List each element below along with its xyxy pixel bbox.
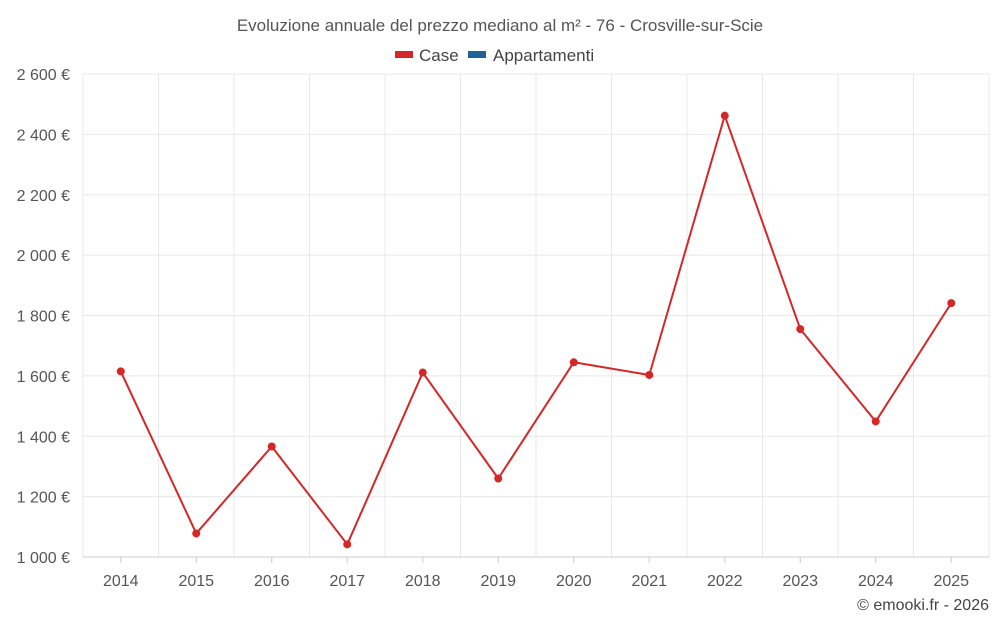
x-tick-label: 2022 [707, 573, 743, 590]
y-tick-label: 1 600 € [17, 369, 70, 386]
x-tick-label: 2014 [103, 573, 139, 590]
y-tick-label: 2 200 € [17, 188, 70, 205]
y-tick-label: 1 800 € [17, 309, 70, 326]
y-tick-label: 1 200 € [17, 490, 70, 507]
legend-item-appartamenti[interactable]: Appartamenti [468, 46, 594, 65]
chart-title: Evoluzione annuale del prezzo mediano al… [237, 16, 763, 35]
y-tick-label: 2 600 € [17, 67, 70, 84]
x-tick-label: 2017 [329, 573, 365, 590]
y-axis: 1 000 € 1 200 € 1 400 € 1 600 € 1 800 € 2 000… [17, 67, 70, 567]
legend-swatch-appartamenti [468, 51, 486, 58]
x-tick-label: 2025 [933, 573, 969, 590]
data-point[interactable] [418, 368, 427, 377]
data-point[interactable] [192, 529, 201, 538]
y-tick-label: 2 000 € [17, 248, 70, 265]
x-tick-label: 2023 [782, 573, 818, 590]
x-axis: 2014 2015 2016 2017 2018 2019 2020 2021 2022 2023… [83, 556, 989, 590]
x-tick-label: 2015 [178, 573, 214, 590]
legend: Case Appartamenti [395, 46, 594, 65]
credit-text: © emooki.fr - 2026 [857, 597, 989, 614]
data-point[interactable] [947, 299, 956, 308]
series-line-case [119, 114, 953, 546]
x-tick-label: 2021 [631, 573, 667, 590]
data-point[interactable] [569, 358, 578, 367]
x-tick-label: 2019 [480, 573, 516, 590]
x-tick-label: 2016 [254, 573, 290, 590]
data-point[interactable] [116, 367, 125, 376]
x-tick-label: 2018 [405, 573, 441, 590]
legend-swatch-case [395, 51, 413, 58]
legend-item-case[interactable]: Case [395, 46, 459, 65]
y-tick-label: 1 400 € [17, 429, 70, 446]
y-tick-label: 1 000 € [17, 550, 70, 567]
data-point[interactable] [343, 540, 352, 549]
data-point[interactable] [796, 325, 805, 334]
data-point[interactable] [645, 370, 654, 379]
data-point[interactable] [871, 417, 880, 426]
x-tick-label: 2020 [556, 573, 592, 590]
data-point[interactable] [267, 442, 276, 451]
y-tick-label: 2 400 € [17, 127, 70, 144]
legend-label-appartamenti: Appartamenti [493, 46, 594, 65]
grid [82, 73, 990, 558]
data-point[interactable] [494, 474, 503, 483]
series-case [116, 111, 956, 549]
x-tick-label: 2024 [858, 573, 894, 590]
legend-label-case: Case [419, 46, 459, 65]
data-point[interactable] [720, 111, 729, 120]
